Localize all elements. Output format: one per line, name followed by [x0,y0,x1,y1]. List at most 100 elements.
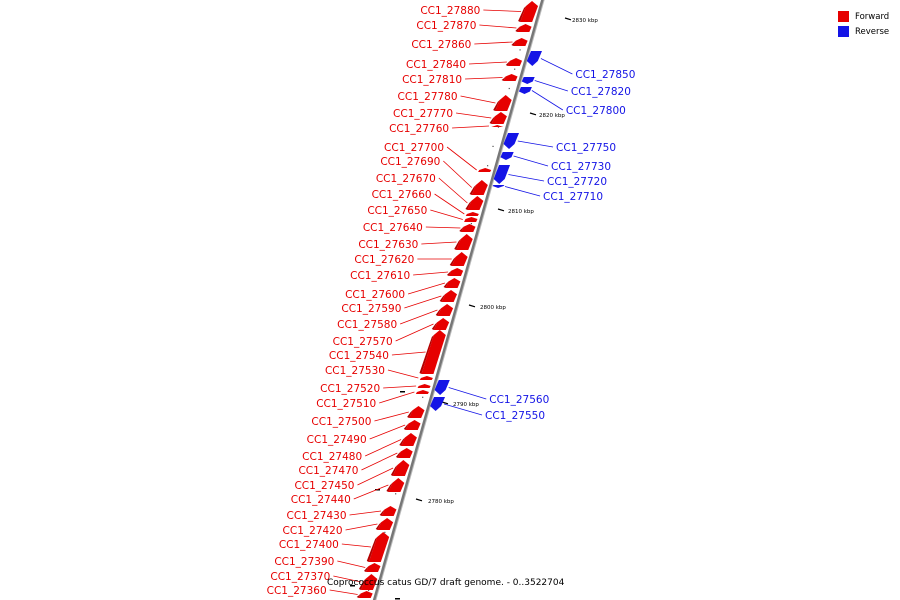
forward-gene-arrow [520,1,539,22]
gene-label: CC1_27880 [420,5,480,17]
tick-label: 2790 kbp [453,402,479,408]
forward-gene-arrow [467,196,484,210]
legend-reverse: Reverse [838,24,889,39]
gene-label: CC1_27580 [337,319,397,331]
major-tick [441,401,449,405]
leader-line [465,77,503,80]
major-tick [564,17,572,21]
major-tick [468,304,476,308]
leader-line [333,575,362,583]
gene-label: CC1_27540 [329,350,389,362]
gene-label: CC1_27750 [556,142,616,154]
leader-line [395,323,434,342]
reverse-gene-arrows [430,51,543,411]
leader-line [531,90,564,111]
leader-line [337,560,366,568]
minor-tick [395,493,397,495]
forward-gene-shade [431,322,438,330]
gene-label: CC1_27850 [575,69,635,81]
minor-tick [487,165,489,167]
forward-gene-arrow [417,384,431,388]
minor-tick [514,68,516,70]
forward-gene-shade [435,308,442,316]
forward-gene-labels: CC1_27880 CC1_27870 CC1_27860 CC1_27840 CC1_… [267,5,481,597]
forward-gene-arrow [451,252,468,266]
forward-gene-shade [356,593,361,598]
forward-gene-shade [399,437,405,446]
forward-gene-shade [363,566,369,572]
gene-label: CC1_27670 [376,173,436,185]
forward-gene-shade [518,6,527,22]
forward-gene-shade [489,116,495,124]
leader-line [534,80,569,92]
leader-line [479,24,517,29]
gene-label: CC1_27600 [345,289,405,301]
reverse-leader-lines [443,58,573,416]
reverse-gene-labels: CC1_27850 CC1_27820 CC1_27800 CC1_27750 CC1_… [485,69,635,422]
reverse-gene-arrow [526,51,543,66]
gene-label: CC1_27810 [402,74,462,86]
leader-line [448,387,487,400]
forward-gene-shade [390,465,398,476]
leader-line [413,271,449,276]
forward-gene-arrow [358,591,373,598]
leader-line [504,186,541,197]
tick-label: 2820 kbp [539,113,565,119]
major-ticks: 2830 kbp 2820 kbp 2810 kbp 2800 kbp 2790 kbp… [415,17,598,505]
forward-gene-shade [515,26,520,32]
forward-gene-arrow [388,478,405,492]
leader-line [399,309,438,325]
tick-label: 2830 kbp [572,18,598,24]
forward-gene-arrow [464,217,478,222]
forward-gene-shade [395,451,401,458]
reverse-gene-arrow [492,185,505,188]
leader-line [349,510,382,516]
minor-tick [492,145,494,147]
leader-line [483,9,522,12]
leader-line [329,589,358,595]
gene-label: CC1_27520 [320,383,380,395]
leader-line [369,424,406,440]
gene-label: CC1_27480 [302,451,362,463]
forward-gene-shade [443,281,449,288]
leader-line [508,174,545,182]
genome-backbone-highlight [375,0,545,600]
leader-line [404,295,442,309]
leader-line [446,146,477,171]
map-caption: Coprococcus catus GD/7 draft genome. - 0… [327,578,565,588]
leader-line [438,177,468,204]
forward-gene-arrow [437,304,454,316]
leader-line [374,411,409,422]
minor-tick [508,87,510,90]
leader-line [379,391,415,404]
legend-reverse-label: Reverse [855,26,890,37]
gene-label: CC1_27640 [363,222,423,234]
forward-gene-arrow [465,212,479,216]
forward-gene-shade [366,537,378,562]
gene-label: CC1_27630 [358,239,418,251]
forward-gene-arrow [401,433,417,446]
genome-backbone [372,0,545,600]
forward-gene-arrow [405,420,421,430]
forward-gene-shade [449,256,456,266]
leader-line [517,140,554,148]
leader-line [421,241,457,245]
tick-label: 2800 kbp [480,305,506,311]
leader-line [452,125,490,129]
forward-gene-arrow [503,74,518,81]
gene-label: CC1_27730 [551,161,611,173]
leader-line [474,41,513,45]
forward-gene-arrow [441,290,458,302]
forward-gene-shade [459,226,464,232]
forward-gene-arrows [356,1,539,598]
forward-gene-arrow [491,112,507,124]
forward-gene-shade [379,509,385,516]
leader-line [430,209,463,220]
gene-label: CC1_27820 [571,86,631,98]
gene-label: CC1_27860 [411,39,471,51]
reverse-gene-arrow [430,397,446,411]
gene-label: CC1_27440 [291,494,351,506]
leader-line [391,351,426,356]
minor-tick [422,396,424,398]
gene-label: CC1_27870 [416,20,476,32]
